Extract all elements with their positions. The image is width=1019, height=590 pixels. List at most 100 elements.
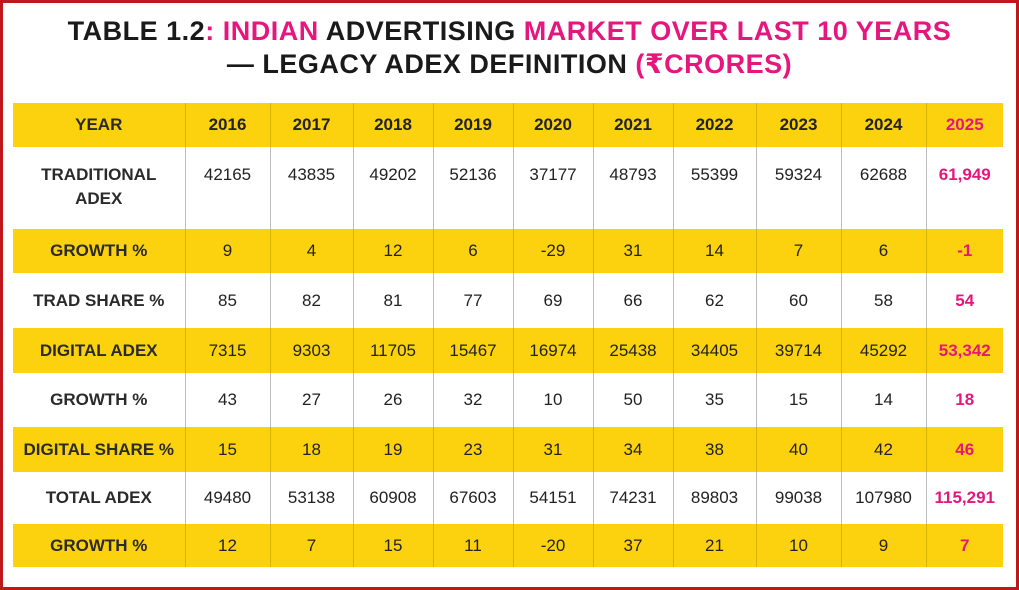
table-cell: 9303 xyxy=(269,328,353,373)
table-cell: 11 xyxy=(432,524,513,567)
table-cell: -20 xyxy=(512,524,593,567)
table-cell: 60 xyxy=(755,273,841,328)
table-cell: 35 xyxy=(672,373,756,427)
table-cell: 15 xyxy=(184,427,270,472)
column-header-year: 2016 xyxy=(184,103,270,147)
table-cell: 62 xyxy=(672,273,756,328)
table-cell: 7 xyxy=(755,229,841,273)
table-cell: 54151 xyxy=(512,472,593,524)
table-row: TRADITIONAL ADEX 42165 43835 49202 52136 37177… xyxy=(13,147,1003,229)
table-cell: 18 xyxy=(925,373,1003,427)
table-cell: 54 xyxy=(925,273,1003,328)
table-cell: 21 xyxy=(672,524,756,567)
title-part-4: — LEGACY ADEX DEFINITION xyxy=(226,49,628,79)
table-cell: 115,291 xyxy=(925,472,1003,524)
column-header-year: 2017 xyxy=(269,103,353,147)
table-cell: 46 xyxy=(925,427,1003,472)
column-header-year: 2024 xyxy=(840,103,926,147)
table-cell: 38 xyxy=(672,427,756,472)
table-cell: 14 xyxy=(672,229,756,273)
table-cell: 61,949 xyxy=(925,147,1003,229)
chart-title: TABLE 1.2: INDIAN ADVERTISING MARKET OVE… xyxy=(3,15,1016,81)
table-cell: 77 xyxy=(432,273,513,328)
table-cell: 16974 xyxy=(512,328,593,373)
table-cell: -1 xyxy=(925,229,1003,273)
table-cell: 4 xyxy=(269,229,353,273)
table-cell: 52136 xyxy=(432,147,513,229)
table-cell: 32 xyxy=(432,373,513,427)
column-header-year: 2019 xyxy=(432,103,513,147)
table-cell: 53138 xyxy=(269,472,353,524)
title-part-2: ADVERTISING xyxy=(325,16,516,46)
title-colon: : xyxy=(205,16,215,46)
title-part-1: INDIAN xyxy=(214,16,326,46)
table-cell: 18 xyxy=(269,427,353,472)
column-header-year: 2021 xyxy=(592,103,673,147)
row-label: TRADITIONAL ADEX xyxy=(13,147,185,229)
title-part-5: (₹CRORES) xyxy=(627,49,793,79)
table-cell: 11705 xyxy=(352,328,433,373)
header-row: YEAR 2016 2017 2018 2019 2020 2021 2022 2023 2024… xyxy=(13,103,1003,147)
table-cell: 62688 xyxy=(840,147,926,229)
table-cell: 25438 xyxy=(592,328,673,373)
table-cell: 15 xyxy=(755,373,841,427)
table-cell: 7 xyxy=(925,524,1003,567)
row-label: TRAD SHARE % xyxy=(33,290,165,310)
table-cell: 37 xyxy=(592,524,673,567)
table-cell: 49202 xyxy=(352,147,433,229)
table-row: DIGITAL ADEX 7315 9303 11705 15467 16974 25438… xyxy=(13,328,1003,373)
table-cell: 66 xyxy=(592,273,673,328)
table-cell: 49480 xyxy=(184,472,270,524)
table-cell: 15 xyxy=(352,524,433,567)
table-cell: 42165 xyxy=(184,147,270,229)
row-label: GROWTH % xyxy=(50,390,148,409)
row-label-line: ADEX xyxy=(75,189,123,208)
table-cell: 19 xyxy=(352,427,433,472)
table-cell: 31 xyxy=(512,427,593,472)
table-cell: 107980 xyxy=(840,472,926,524)
table-cell: 59324 xyxy=(755,147,841,229)
table-cell: 31 xyxy=(592,229,673,273)
table-cell: 45292 xyxy=(840,328,926,373)
table-cell: 81 xyxy=(352,273,433,328)
row-label: DIGITAL SHARE % xyxy=(13,427,185,472)
table-cell: 10 xyxy=(512,373,593,427)
row-label: GROWTH % xyxy=(13,524,185,567)
table-cell: 48793 xyxy=(592,147,673,229)
table-cell: 26 xyxy=(352,373,433,427)
table-cell: 89803 xyxy=(672,472,756,524)
table-cell: 14 xyxy=(840,373,926,427)
table-cell: -29 xyxy=(512,229,593,273)
column-header-label: YEAR xyxy=(13,103,185,147)
table-cell: 34405 xyxy=(672,328,756,373)
table-cell: 7315 xyxy=(184,328,270,373)
column-header-year: 2018 xyxy=(352,103,433,147)
row-label-line: TRADITIONAL xyxy=(41,165,157,184)
table-row: TRAD SHARE % 85 82 81 77 69 66 62 60 58 54 xyxy=(13,273,1003,328)
column-header-year: 2020 xyxy=(512,103,593,147)
table-cell: 69 xyxy=(512,273,593,328)
table-cell: 12 xyxy=(352,229,433,273)
table-cell: 99038 xyxy=(755,472,841,524)
table-row: GROWTH % 43 27 26 32 10 50 35 15 14 18 xyxy=(13,373,1003,427)
table-cell: 60908 xyxy=(352,472,433,524)
row-label: DIGITAL ADEX xyxy=(13,328,185,373)
table-cell: 85 xyxy=(184,273,270,328)
table-cell: 37177 xyxy=(512,147,593,229)
table-row: TOTAL ADEX 49480 53138 60908 67603 54151 74231… xyxy=(13,472,1003,524)
title-line-1: TABLE 1.2: INDIAN ADVERTISING MARKET OVE… xyxy=(3,15,1016,48)
table-cell: 9 xyxy=(184,229,270,273)
adex-table: YEAR 2016 2017 2018 2019 2020 2021 2022 2023 2024… xyxy=(13,103,1003,567)
table-cell: 50 xyxy=(592,373,673,427)
table-cell: 58 xyxy=(840,273,926,328)
title-prefix: TABLE 1.2 xyxy=(67,16,206,46)
table-cell: 27 xyxy=(269,373,353,427)
table-cell: 23 xyxy=(432,427,513,472)
table-row: GROWTH % 12 7 15 11 -20 37 21 10 9 7 xyxy=(13,524,1003,567)
table-cell: 74231 xyxy=(592,472,673,524)
table-cell: 9 xyxy=(840,524,926,567)
table-cell: 67603 xyxy=(432,472,513,524)
table-cell: 10 xyxy=(755,524,841,567)
table-cell: 6 xyxy=(840,229,926,273)
table-cell: 6 xyxy=(432,229,513,273)
